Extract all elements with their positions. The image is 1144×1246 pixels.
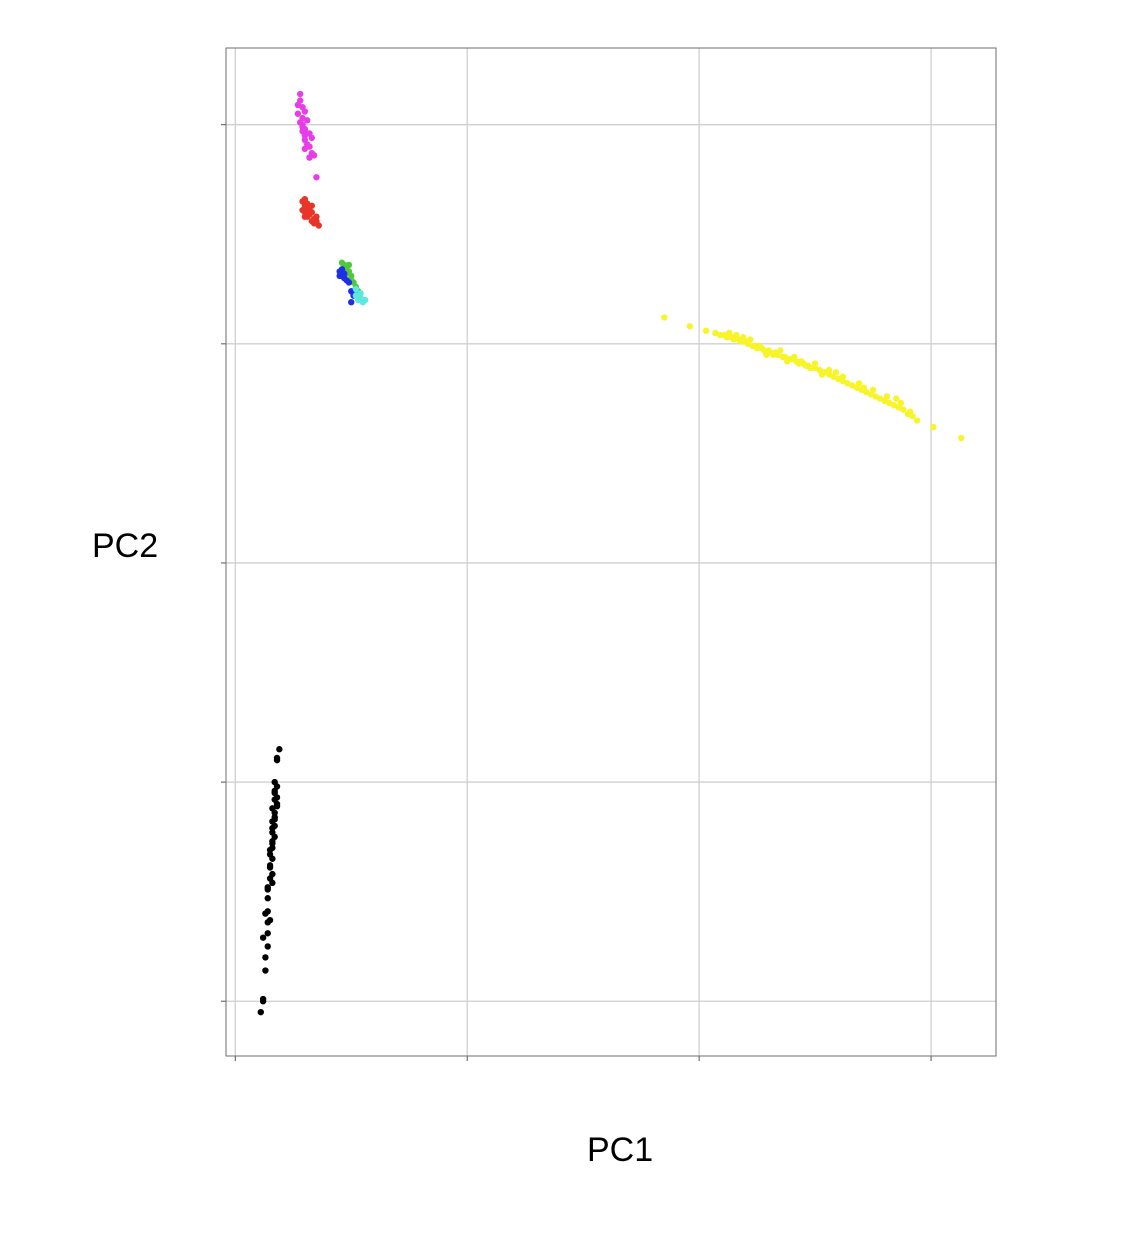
data-point <box>345 261 353 269</box>
data-point <box>303 209 311 216</box>
data-point <box>811 360 819 367</box>
data-point <box>313 213 320 220</box>
data-point <box>361 296 369 304</box>
data-point <box>869 386 877 394</box>
data-point <box>264 943 271 950</box>
data-point <box>726 329 733 337</box>
data-point <box>686 323 694 330</box>
data-point <box>756 342 763 350</box>
data-point <box>308 217 316 225</box>
data-point <box>303 117 311 124</box>
data-point <box>306 130 313 137</box>
data-point <box>345 279 353 286</box>
data-point <box>262 910 269 917</box>
data-point <box>855 380 863 387</box>
data-point <box>313 174 320 181</box>
data-point <box>301 145 309 152</box>
data-point <box>883 393 891 400</box>
data-point <box>273 802 281 810</box>
data-point <box>839 373 847 380</box>
data-point <box>716 331 724 339</box>
data-point <box>860 384 868 391</box>
axis-ticks <box>221 124 932 1061</box>
data-point <box>273 756 281 764</box>
data-points <box>257 90 965 1016</box>
data-point <box>763 351 770 358</box>
data-point <box>276 746 283 753</box>
data-point <box>269 855 276 862</box>
data-point <box>259 934 267 941</box>
gridlines <box>226 48 996 1056</box>
data-point <box>818 371 826 378</box>
data-point <box>733 331 740 339</box>
data-point <box>661 314 668 321</box>
data-point <box>264 895 271 902</box>
data-point <box>299 128 306 135</box>
data-point <box>832 369 840 376</box>
data-point <box>269 844 276 852</box>
data-point <box>958 434 965 442</box>
data-point <box>770 351 777 358</box>
data-point <box>271 787 278 795</box>
data-point <box>791 353 798 361</box>
data-point <box>269 840 276 847</box>
data-point <box>257 1008 264 1016</box>
data-point <box>269 824 276 832</box>
data-point <box>352 285 360 293</box>
x-axis-title: PC1 <box>587 1131 654 1169</box>
data-point <box>306 154 313 161</box>
data-point <box>739 334 747 341</box>
data-point <box>301 108 309 115</box>
data-point <box>269 879 276 887</box>
data-point <box>900 406 907 413</box>
data-point <box>357 290 364 297</box>
data-point <box>271 809 278 816</box>
data-point <box>294 110 302 117</box>
data-point <box>797 358 805 365</box>
data-point <box>299 123 306 131</box>
data-point <box>804 362 812 369</box>
data-point <box>294 101 302 109</box>
data-point <box>913 417 921 424</box>
data-point <box>930 423 937 431</box>
data-point <box>259 995 267 1003</box>
data-point <box>702 327 710 334</box>
data-point <box>777 347 784 354</box>
data-point <box>348 298 355 306</box>
data-point <box>784 358 791 365</box>
plot-area-background <box>226 48 996 1056</box>
data-point <box>264 919 271 926</box>
data-point <box>264 930 271 937</box>
data-point <box>264 886 271 893</box>
data-point <box>897 399 905 407</box>
y-axis-title: PC2 <box>92 527 159 565</box>
data-point <box>746 336 754 343</box>
plot-area-border <box>225 47 997 1057</box>
data-point <box>893 395 900 402</box>
data-point <box>336 272 343 280</box>
data-point <box>262 967 269 974</box>
data-point <box>297 90 304 98</box>
data-point <box>271 816 278 823</box>
data-point <box>262 954 269 961</box>
data-point <box>906 408 914 415</box>
data-point <box>266 864 274 871</box>
data-point <box>825 366 833 374</box>
